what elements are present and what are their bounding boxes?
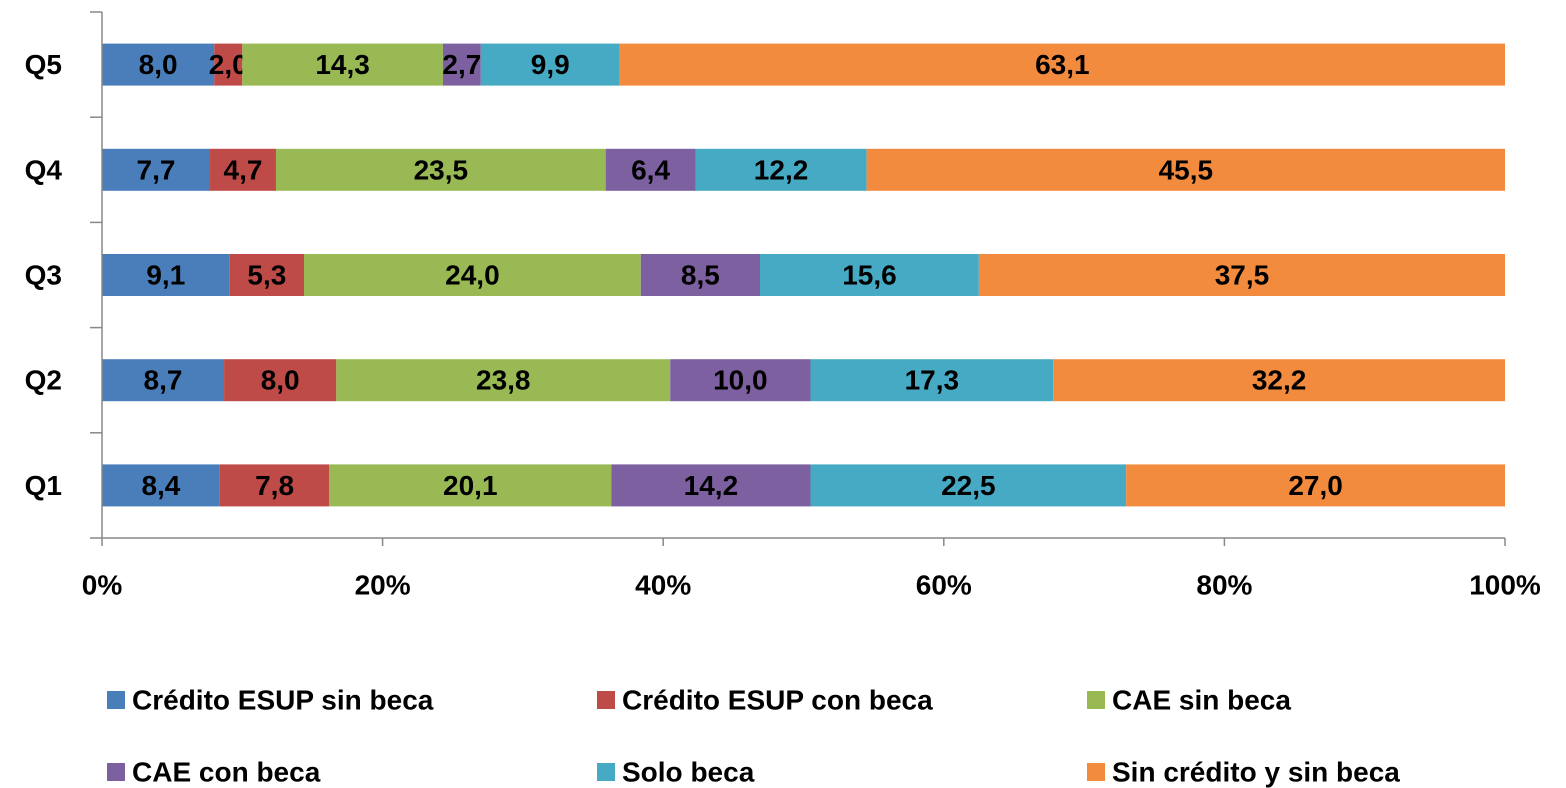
y-tick-label: Q4 — [25, 154, 63, 185]
bar-segment — [214, 43, 243, 86]
bar-segment — [210, 148, 276, 191]
legend-swatch — [107, 691, 125, 709]
data-label: 8,4 — [141, 470, 180, 501]
data-label: 9,9 — [531, 49, 570, 80]
data-label: 7,8 — [255, 470, 294, 501]
data-label: 23,8 — [476, 365, 531, 396]
bar-segment — [224, 359, 337, 402]
bar-segment — [102, 43, 215, 86]
legend-swatch — [597, 691, 615, 709]
data-label: 5,3 — [247, 260, 286, 291]
data-label: 17,3 — [905, 365, 960, 396]
data-label: 20,1 — [443, 470, 498, 501]
data-label: 10,0 — [713, 365, 768, 396]
x-tick-label: 100% — [1469, 570, 1541, 601]
data-label: 4,7 — [224, 154, 263, 185]
legend-label: CAE con beca — [132, 757, 321, 788]
bar-segment — [605, 148, 696, 191]
bar-segment — [810, 359, 1054, 402]
legend-label: Sin crédito y sin beca — [1112, 757, 1400, 788]
bar-segment — [304, 254, 641, 296]
data-label: 14,3 — [315, 49, 370, 80]
bar-segment — [329, 464, 612, 507]
bar-segment — [480, 43, 620, 86]
legend-swatch — [107, 763, 125, 781]
bar-segment — [102, 464, 220, 507]
bar-segment — [336, 359, 671, 402]
data-label: 14,2 — [684, 470, 739, 501]
data-label: 32,2 — [1252, 365, 1307, 396]
bar-segment — [219, 464, 330, 507]
bar-segment — [102, 148, 211, 191]
data-label: 15,6 — [842, 260, 897, 291]
bar-segment — [640, 254, 761, 296]
bar-segment — [695, 148, 867, 191]
x-tick-label: 20% — [355, 570, 411, 601]
y-tick-label: Q5 — [25, 49, 62, 80]
data-label: 8,0 — [139, 49, 178, 80]
legend-label: Crédito ESUP sin beca — [132, 685, 434, 716]
x-tick-label: 80% — [1196, 570, 1252, 601]
data-label: 2,7 — [442, 49, 481, 80]
bar-segment — [1126, 464, 1505, 507]
legend-label: Crédito ESUP con beca — [622, 685, 933, 716]
data-label: 27,0 — [1288, 470, 1343, 501]
data-label: 8,5 — [681, 260, 720, 291]
bar-segment — [442, 43, 481, 86]
data-label: 9,1 — [146, 260, 185, 291]
bar-segment — [1053, 359, 1505, 402]
legend-swatch — [1087, 763, 1105, 781]
x-tick-label: 60% — [916, 570, 972, 601]
bar-segment — [242, 43, 443, 86]
bar-segment — [978, 254, 1505, 296]
data-label: 23,5 — [414, 154, 469, 185]
bar-segment — [102, 254, 230, 296]
bar-segment — [619, 43, 1505, 86]
data-label: 2,0 — [209, 49, 248, 80]
bar-segment — [275, 148, 606, 191]
bar-segment — [810, 464, 1127, 507]
data-label: 7,7 — [137, 154, 176, 185]
bar-segment — [102, 359, 225, 402]
bar-segment — [670, 359, 811, 402]
x-tick-label: 40% — [635, 570, 691, 601]
data-label: 8,7 — [144, 365, 183, 396]
legend-label: CAE sin beca — [1112, 685, 1291, 716]
x-tick-label: 0% — [82, 570, 123, 601]
data-label: 6,4 — [631, 154, 670, 185]
data-label: 12,2 — [754, 154, 809, 185]
bar-segment — [611, 464, 811, 507]
data-label: 24,0 — [445, 260, 500, 291]
data-label: 63,1 — [1035, 49, 1090, 80]
legend-swatch — [1087, 691, 1105, 709]
bar-segment — [229, 254, 305, 296]
bar-segment — [866, 148, 1505, 191]
data-label: 37,5 — [1215, 260, 1270, 291]
legend-swatch — [597, 763, 615, 781]
bar-segment — [760, 254, 979, 296]
data-label: 8,0 — [261, 365, 300, 396]
legend-label: Solo beca — [622, 757, 755, 788]
y-tick-label: Q1 — [25, 470, 62, 501]
y-tick-label: Q3 — [25, 260, 62, 291]
y-tick-label: Q2 — [25, 365, 62, 396]
data-label: 45,5 — [1159, 154, 1214, 185]
data-label: 22,5 — [941, 470, 996, 501]
